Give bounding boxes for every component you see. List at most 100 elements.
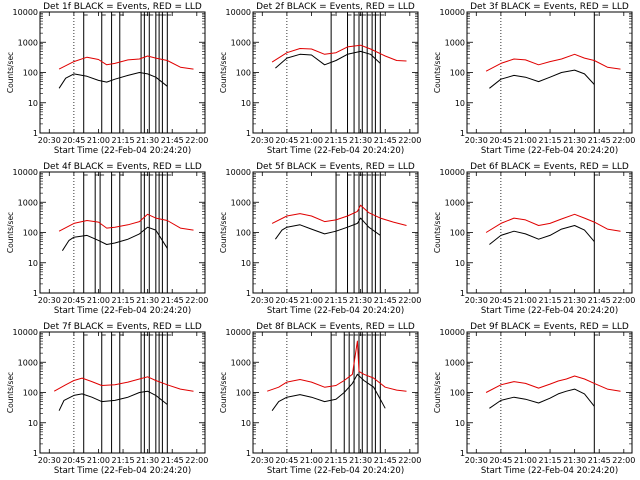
y-axis-label: Counts/sec xyxy=(219,52,228,93)
y-axis-label: Counts/sec xyxy=(219,372,228,413)
panel-title: Det 3f BLACK = Events, RED = LLD xyxy=(470,2,629,12)
x-tick-label: 20:30 xyxy=(251,296,274,305)
x-tick-label: 21:15 xyxy=(539,456,562,465)
panel-title: Det 9f BLACK = Events, RED = LLD xyxy=(470,322,629,332)
y-tick-label: 1000 xyxy=(445,38,465,47)
x-tick-label: 21:15 xyxy=(325,296,348,305)
y-axis-label: Counts/sec xyxy=(6,212,15,253)
y-tick-label: 100 xyxy=(450,389,465,398)
y-tick-label: 1 xyxy=(460,289,465,298)
detector-panel-1: Det 1f BLACK = Events, RED = LLD 20:30 20:… xyxy=(6,2,208,156)
detector-panel-9: Det 9f BLACK = Events, RED = LLD 20:30 20:… xyxy=(433,322,635,476)
x-tick-label: 21:45 xyxy=(374,136,397,145)
y-tick-label: 10000 xyxy=(13,8,38,17)
x-axis-label: Start Time (22-Feb-04 20:24:20) xyxy=(54,306,191,316)
y-axis-label: Counts/sec xyxy=(433,372,442,413)
x-tick-label: 22:00 xyxy=(185,296,208,305)
x-tick-label: 22:00 xyxy=(612,296,635,305)
lld-series-line xyxy=(485,53,621,72)
events-series-line xyxy=(489,69,595,89)
lld-series-line xyxy=(53,376,194,392)
y-tick-label: 100 xyxy=(450,69,465,78)
events-series-line xyxy=(271,373,386,411)
x-tick-label: 21:30 xyxy=(136,456,159,465)
x-tick-label: 21:15 xyxy=(539,296,562,305)
x-tick-label: 21:15 xyxy=(112,456,135,465)
y-tick-label: 1000 xyxy=(18,358,38,367)
y-axis-label: Counts/sec xyxy=(433,212,442,253)
y-tick-label: 1 xyxy=(246,289,251,298)
x-tick-label: 20:45 xyxy=(489,296,512,305)
x-tick-label: 21:30 xyxy=(136,136,159,145)
y-tick-label: 1000 xyxy=(445,358,465,367)
x-tick-label: 22:00 xyxy=(398,296,421,305)
x-tick-label: 21:45 xyxy=(588,136,611,145)
x-tick-label: 20:45 xyxy=(62,136,85,145)
x-tick-label: 20:30 xyxy=(465,296,488,305)
y-tick-label: 1000 xyxy=(231,38,251,47)
y-tick-label: 10 xyxy=(241,419,251,428)
x-axis-label: Start Time (22-Feb-04 20:24:20) xyxy=(54,466,191,476)
y-tick-label: 1 xyxy=(460,129,465,138)
x-tick-label: 20:30 xyxy=(38,136,61,145)
x-tick-label: 20:30 xyxy=(38,296,61,305)
y-tick-label: 1000 xyxy=(18,198,38,207)
y-tick-label: 10000 xyxy=(13,168,38,177)
y-tick-label: 10000 xyxy=(440,8,465,17)
x-tick-label: 21:15 xyxy=(539,136,562,145)
x-tick-label: 20:45 xyxy=(62,456,85,465)
x-tick-label: 21:45 xyxy=(374,456,397,465)
y-axis-label: Counts/sec xyxy=(6,372,15,413)
x-axis-label: Start Time (22-Feb-04 20:24:20) xyxy=(267,466,404,476)
detector-panel-7: Det 7f BLACK = Events, RED = LLD 20:30 20:… xyxy=(6,322,208,476)
x-tick-label: 22:00 xyxy=(612,456,635,465)
plot-frame xyxy=(39,171,206,294)
events-series-line xyxy=(275,50,381,69)
events-series-line xyxy=(58,72,168,89)
y-tick-label: 100 xyxy=(450,229,465,238)
x-tick-label: 22:00 xyxy=(398,456,421,465)
x-tick-label: 21:15 xyxy=(325,456,348,465)
plot-frame xyxy=(39,11,206,134)
x-tick-label: 21:00 xyxy=(87,456,110,465)
x-tick-label: 22:00 xyxy=(185,456,208,465)
y-tick-label: 1 xyxy=(246,129,251,138)
x-tick-label: 21:30 xyxy=(349,296,372,305)
y-tick-label: 1 xyxy=(246,449,251,458)
x-axis-label: Start Time (22-Feb-04 20:24:20) xyxy=(481,306,618,316)
x-tick-label: 21:00 xyxy=(514,136,537,145)
x-tick-label: 21:00 xyxy=(514,456,537,465)
y-tick-label: 10000 xyxy=(226,8,251,17)
lld-series-line xyxy=(271,44,407,63)
panel-title: Det 1f BLACK = Events, RED = LLD xyxy=(43,2,202,12)
y-tick-label: 100 xyxy=(23,389,38,398)
y-tick-label: 100 xyxy=(23,69,38,78)
events-series-line xyxy=(61,226,168,251)
x-tick-label: 22:00 xyxy=(185,136,208,145)
lld-series-line xyxy=(267,340,407,392)
x-tick-label: 21:30 xyxy=(349,456,372,465)
plot-frame xyxy=(252,331,419,454)
y-tick-label: 10000 xyxy=(226,168,251,177)
x-tick-label: 20:45 xyxy=(62,296,85,305)
y-tick-label: 1 xyxy=(33,449,38,458)
plot-frame xyxy=(39,331,206,454)
x-axis-label: Start Time (22-Feb-04 20:24:20) xyxy=(54,146,191,156)
y-tick-label: 100 xyxy=(23,229,38,238)
x-tick-label: 21:45 xyxy=(588,456,611,465)
x-tick-label: 21:45 xyxy=(588,296,611,305)
panel-title: Det 2f BLACK = Events, RED = LLD xyxy=(256,2,415,12)
y-axis-label: Counts/sec xyxy=(219,212,228,253)
detector-panel-3: Det 3f BLACK = Events, RED = LLD 20:30 20:… xyxy=(433,2,635,156)
lld-series-line xyxy=(58,55,194,70)
x-tick-label: 21:45 xyxy=(161,296,184,305)
y-tick-label: 10 xyxy=(241,259,251,268)
y-tick-label: 10 xyxy=(455,259,465,268)
panel-title: Det 6f BLACK = Events, RED = LLD xyxy=(470,162,629,172)
y-tick-label: 10 xyxy=(28,99,38,108)
events-series-line xyxy=(274,217,381,240)
plot-frame xyxy=(466,11,633,134)
x-tick-label: 21:30 xyxy=(563,296,586,305)
y-tick-label: 10 xyxy=(28,259,38,268)
x-tick-label: 21:00 xyxy=(87,296,110,305)
